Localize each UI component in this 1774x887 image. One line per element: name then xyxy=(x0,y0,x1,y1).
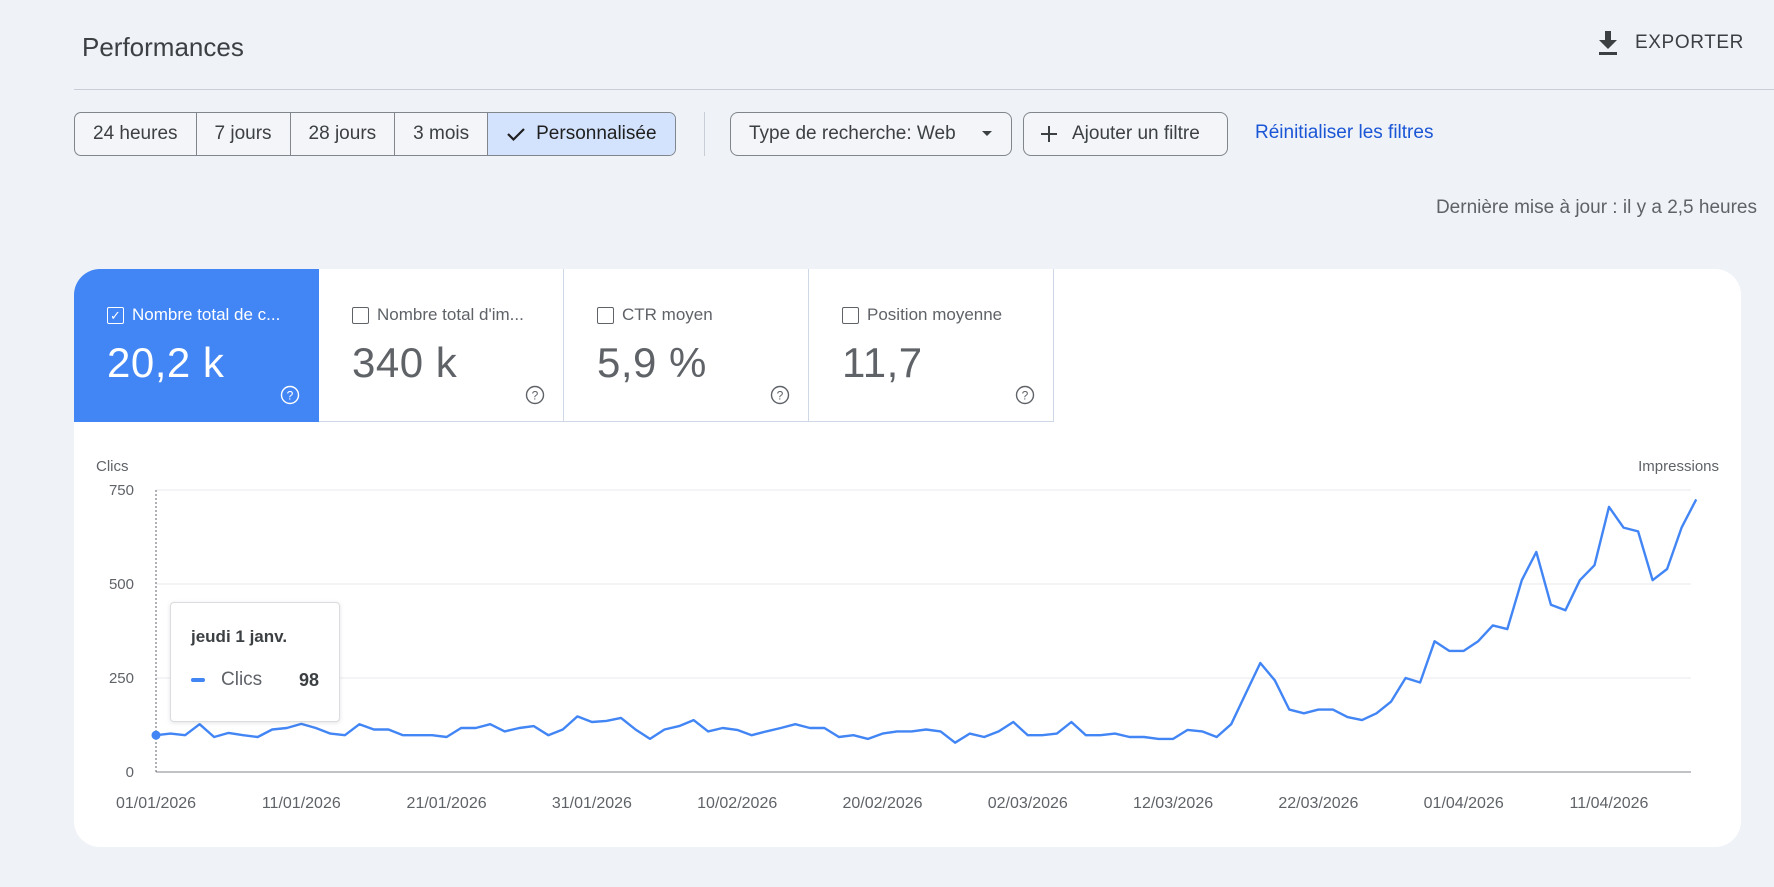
y-tick-label: 250 xyxy=(109,670,134,687)
help-icon[interactable]: ? xyxy=(1015,385,1035,405)
export-label: EXPORTER xyxy=(1635,32,1744,53)
y-tick-label: 0 xyxy=(126,764,134,781)
search-type-dropdown[interactable]: Type de recherche: Web xyxy=(730,112,1012,156)
series-line-clics xyxy=(155,498,1698,744)
x-tick-label: 10/02/2026 xyxy=(697,795,777,812)
x-tick-label: 02/03/2026 xyxy=(988,795,1068,812)
x-tick-label: 11/01/2026 xyxy=(262,795,341,812)
metric-value: 340 k xyxy=(352,339,458,386)
range-7d[interactable]: 7 jours xyxy=(197,113,291,155)
tooltip-date: jeudi 1 janv. xyxy=(191,627,288,646)
header-divider xyxy=(74,89,1774,90)
performance-card: ✓ Nombre total de c... 20,2 k ? Nombre t… xyxy=(74,269,1741,847)
y2-axis-title: Impressions xyxy=(1638,458,1719,475)
metric-value: 11,7 xyxy=(842,339,923,386)
x-tick-label: 20/02/2026 xyxy=(842,795,922,812)
plus-icon xyxy=(1041,126,1057,142)
help-icon[interactable]: ? xyxy=(525,385,545,405)
x-tick-label: 01/04/2026 xyxy=(1424,795,1504,812)
last-updated-text: Dernière mise à jour : il y a 2,5 heures xyxy=(1435,197,1757,218)
checkbox-checked-icon[interactable]: ✓ xyxy=(107,306,124,324)
checkbox-icon[interactable] xyxy=(597,306,614,324)
download-icon xyxy=(1599,31,1618,55)
metric-label: Nombre total de c... xyxy=(132,305,281,324)
toolbar-separator xyxy=(704,112,705,156)
help-icon[interactable]: ? xyxy=(770,385,790,405)
add-filter-button[interactable]: Ajouter un filtre xyxy=(1023,112,1228,156)
help-icon[interactable]: ? xyxy=(280,385,300,405)
metric-label: Position moyenne xyxy=(867,305,1003,324)
range-24h[interactable]: 24 heures xyxy=(75,113,197,155)
x-tick-label: 31/01/2026 xyxy=(552,795,632,812)
svg-text:?: ? xyxy=(287,389,294,403)
checkbox-icon[interactable] xyxy=(352,306,369,324)
page-title: Performances xyxy=(82,32,244,62)
series-swatch xyxy=(191,678,205,682)
svg-text:?: ? xyxy=(532,389,539,403)
tooltip-series-label: Clics xyxy=(221,669,263,690)
metric-total-impressions[interactable]: Nombre total d'im... 340 k ? xyxy=(319,269,564,422)
checkbox-icon[interactable] xyxy=(842,306,859,324)
metric-label: Nombre total d'im... xyxy=(377,305,524,324)
x-tick-label: 12/03/2026 xyxy=(1133,795,1213,812)
x-tick-label: 11/04/2026 xyxy=(1570,795,1649,812)
svg-text:?: ? xyxy=(1022,389,1029,403)
x-tick-label: 21/01/2026 xyxy=(407,795,487,812)
range-28d[interactable]: 28 jours xyxy=(291,113,396,155)
range-custom[interactable]: Personnalisée xyxy=(488,113,675,155)
metric-value: 5,9 % xyxy=(597,339,707,386)
y-tick-label: 750 xyxy=(109,482,134,499)
metric-value: 20,2 k xyxy=(107,339,225,386)
metric-label: CTR moyen xyxy=(622,305,713,324)
metric-average-position[interactable]: Position moyenne 11,7 ? xyxy=(809,269,1054,422)
chart-tooltip: jeudi 1 janv. Clics 98 xyxy=(170,602,340,722)
svg-text:?: ? xyxy=(777,389,784,403)
range-3m[interactable]: 3 mois xyxy=(395,113,489,155)
export-button[interactable]: EXPORTER xyxy=(1597,30,1744,56)
date-range-selector: 24 heures 7 jours 28 jours 3 mois Person… xyxy=(74,112,676,156)
y-axis-title: Clics xyxy=(96,458,129,475)
check-icon xyxy=(507,128,525,142)
reset-filters-link[interactable]: Réinitialiser les filtres xyxy=(1255,122,1434,143)
x-tick-label: 01/01/2026 xyxy=(116,795,196,812)
search-type-label: Type de recherche: Web xyxy=(749,123,956,144)
metric-average-ctr[interactable]: CTR moyen 5,9 % ? xyxy=(564,269,809,422)
add-filter-label: Ajouter un filtre xyxy=(1072,123,1200,144)
caret-down-icon xyxy=(982,131,992,136)
y-tick-label: 500 xyxy=(109,576,134,593)
x-tick-label: 22/03/2026 xyxy=(1278,795,1358,812)
metric-total-clicks[interactable]: ✓ Nombre total de c... 20,2 k ? xyxy=(74,269,319,422)
hover-point xyxy=(151,730,161,740)
performance-chart[interactable]: Clics Impressions 0 250 500 750 01/01/2026 11/0… xyxy=(74,269,1741,847)
tooltip-value: 98 xyxy=(298,669,319,690)
